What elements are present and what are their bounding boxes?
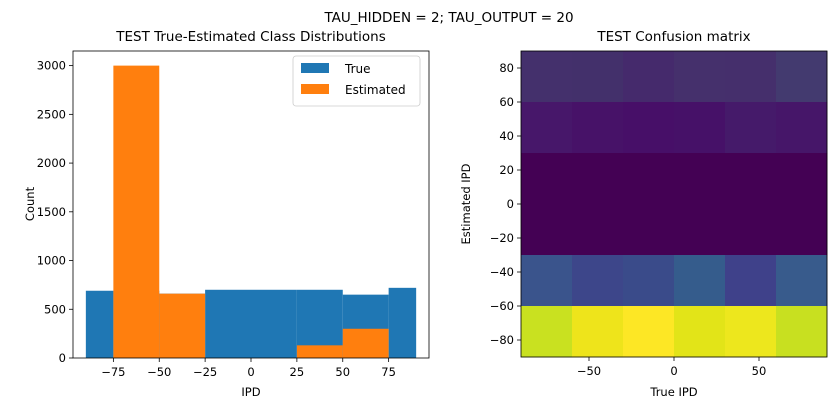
confusion-matrix-y-ticks: 80 60 40 20 0 −20 −40 −60 −80	[490, 61, 521, 347]
y-tick-label: 500	[44, 302, 66, 316]
bar-true	[388, 287, 417, 358]
bar-estimated	[113, 65, 160, 359]
histogram-title: TEST True-Estimated Class Distributions	[115, 29, 386, 45]
x-tick-label: 25	[290, 365, 305, 379]
y-tick-label: 20	[499, 163, 514, 177]
x-tick-label: 75	[381, 365, 396, 379]
x-tick-label: 0	[670, 364, 677, 378]
histogram-y-ticks: 0 500 1000 1500 2000 2500 3000	[37, 59, 73, 365]
confusion-matrix-chart: TEST Confusion matrix −50 0 50 80 60 40 20 0 −2…	[459, 29, 828, 399]
bar-estimated	[159, 293, 206, 358]
matrix-cell	[623, 255, 675, 307]
matrix-cell	[521, 306, 573, 358]
matrix-cell	[521, 51, 573, 103]
matrix-cell	[674, 102, 726, 154]
bar-estimated	[342, 328, 389, 358]
x-tick-label: 50	[752, 364, 767, 378]
confusion-matrix-title: TEST Confusion matrix	[596, 29, 750, 45]
matrix-cell	[725, 306, 777, 358]
matrix-cell	[674, 306, 726, 358]
matrix-cell	[725, 255, 777, 307]
matrix-cell	[623, 102, 675, 154]
matrix-cell	[674, 255, 726, 307]
y-tick-label: 1000	[37, 254, 66, 268]
y-tick-label: −60	[490, 299, 514, 313]
bar-true	[205, 289, 251, 358]
matrix-cell	[776, 153, 828, 256]
legend-swatch-estimated	[301, 84, 329, 94]
matrix-cell	[776, 255, 828, 307]
legend-label-estimated: Estimated	[345, 83, 406, 97]
figure-suptitle: TAU_HIDDEN = 2; TAU_OUTPUT = 20	[323, 10, 573, 26]
matrix-cell	[776, 51, 828, 103]
matrix-cell	[572, 255, 624, 307]
matrix-cell	[572, 153, 624, 256]
bar-true	[85, 290, 114, 358]
matrix-cell	[521, 102, 573, 154]
y-tick-label: 2000	[37, 156, 66, 170]
matrix-cell	[572, 51, 624, 103]
legend-swatch-true	[301, 63, 329, 73]
x-tick-label: 0	[247, 365, 254, 379]
matrix-cell	[623, 306, 675, 358]
x-tick-label: 50	[335, 365, 350, 379]
confusion-matrix-y-axis-label: Estimated IPD	[459, 163, 473, 244]
matrix-cell	[623, 153, 675, 256]
histogram-legend: True Estimated	[292, 55, 421, 107]
bar-estimated	[296, 345, 343, 358]
x-tick-label: −50	[577, 364, 601, 378]
matrix-cell	[572, 306, 624, 358]
matrix-cell	[725, 153, 777, 256]
matrix-cell	[521, 255, 573, 307]
matrix-cell	[572, 102, 624, 154]
matrix-cell	[725, 51, 777, 103]
x-tick-label: −25	[193, 365, 217, 379]
x-tick-label: −75	[101, 365, 125, 379]
histogram-chart: TEST True-Estimated Class Distributions …	[23, 29, 430, 399]
y-tick-label: −40	[490, 265, 514, 279]
y-tick-label: 2500	[37, 107, 66, 121]
histogram-x-ticks: −75 −50 −25 0 25 50 75	[101, 358, 396, 379]
histogram-x-axis-label: IPD	[241, 385, 260, 399]
matrix-cell	[776, 306, 828, 358]
estimated-series-bars	[113, 65, 389, 359]
y-tick-label: 0	[59, 351, 66, 365]
matrix-cell	[674, 153, 726, 256]
matrix-cell	[521, 153, 573, 256]
confusion-matrix-x-ticks: −50 0 50	[577, 357, 766, 378]
histogram-y-axis-label: Count	[23, 186, 37, 221]
x-tick-label: −50	[147, 365, 171, 379]
y-tick-label: 60	[499, 95, 514, 109]
confusion-matrix-x-axis-label: True IPD	[649, 385, 697, 399]
y-tick-label: 1500	[37, 205, 66, 219]
y-tick-label: 80	[499, 61, 514, 75]
bar-true	[251, 289, 297, 358]
matrix-cell	[623, 51, 675, 103]
y-tick-label: 0	[507, 197, 514, 211]
confusion-matrix-cells	[521, 51, 828, 358]
y-tick-label: −80	[490, 333, 514, 347]
matrix-cell	[674, 51, 726, 103]
y-tick-label: 40	[499, 129, 514, 143]
matrix-cell	[776, 102, 828, 154]
y-tick-label: 3000	[37, 59, 66, 73]
y-tick-label: −20	[490, 231, 514, 245]
matrix-cell	[725, 102, 777, 154]
legend-label-true: True	[344, 62, 371, 76]
